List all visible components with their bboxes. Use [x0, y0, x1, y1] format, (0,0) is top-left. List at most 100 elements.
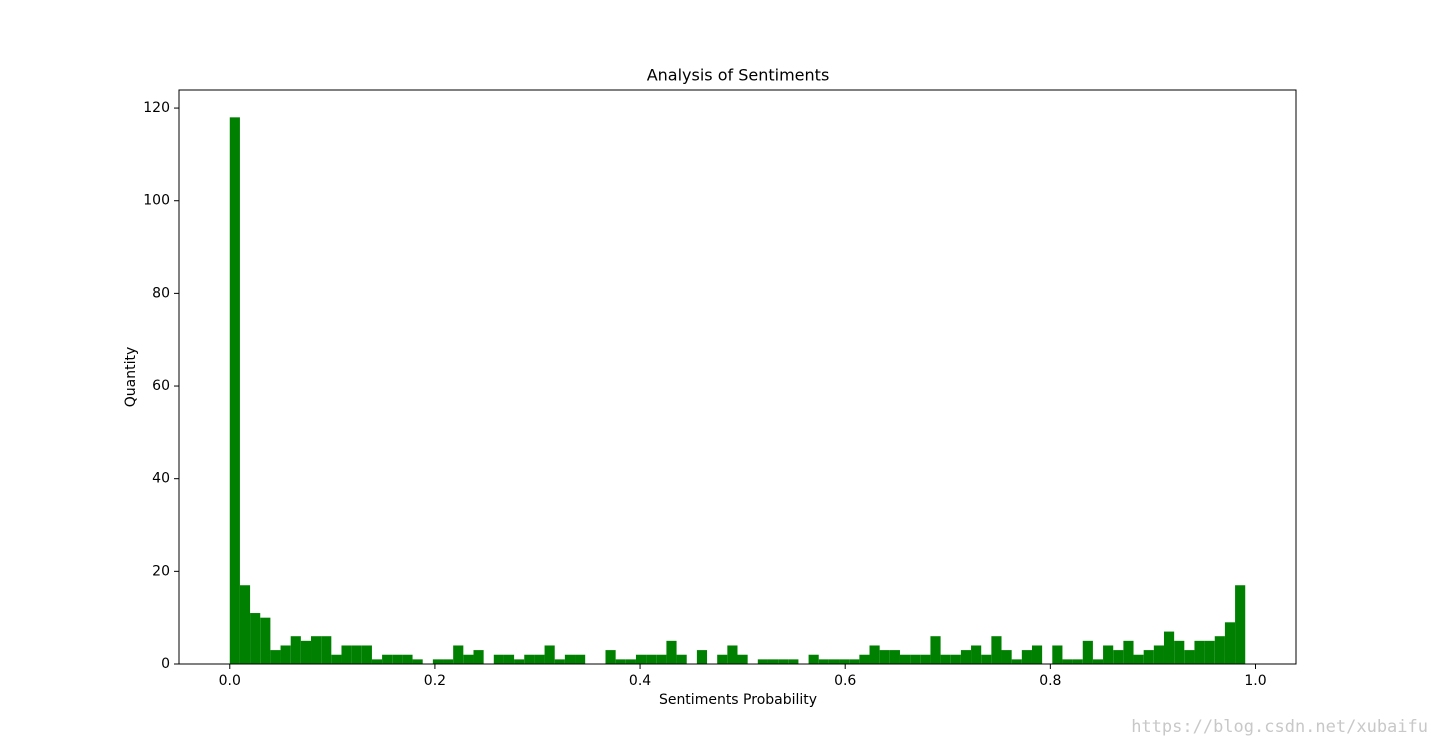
bar	[321, 636, 332, 664]
bar	[564, 654, 576, 664]
bar	[260, 617, 271, 664]
bar	[737, 654, 748, 664]
x-tick-label: 0.2	[424, 673, 446, 689]
x-tick-label: 0.0	[219, 673, 241, 689]
bar	[920, 654, 931, 664]
y-tick-label: 80	[152, 285, 170, 301]
bar	[250, 613, 261, 664]
bar	[463, 654, 474, 664]
bar	[991, 636, 1002, 664]
x-tick-label: 0.8	[1039, 673, 1061, 689]
chart-title: Analysis of Sentiments	[647, 66, 830, 85]
bar	[311, 636, 322, 664]
bar	[869, 645, 880, 664]
bar	[788, 659, 799, 664]
bar	[432, 659, 444, 664]
bar	[859, 654, 870, 664]
bar	[402, 654, 413, 664]
bar	[778, 659, 789, 664]
bar	[524, 654, 535, 664]
bar	[676, 654, 687, 664]
x-tick-label: 0.4	[629, 673, 651, 689]
bar	[1133, 654, 1144, 664]
bar	[940, 654, 951, 664]
bar	[727, 645, 738, 664]
plot-frame	[178, 89, 1297, 665]
bar	[1123, 640, 1134, 664]
bar	[1113, 650, 1124, 664]
watermark: https://blog.csdn.net/xubaifu	[1131, 717, 1428, 737]
bar	[849, 659, 860, 664]
bar	[625, 659, 636, 664]
bar	[1021, 650, 1032, 664]
bar	[554, 659, 565, 664]
y-tick-label: 100	[143, 193, 170, 209]
bar	[1204, 640, 1215, 664]
bar	[646, 654, 657, 664]
bar	[392, 654, 403, 664]
bar	[351, 645, 362, 664]
bar	[371, 659, 383, 664]
bar	[493, 654, 504, 664]
bar	[229, 117, 240, 665]
bar	[1103, 645, 1114, 664]
bar	[290, 636, 301, 664]
bar	[1224, 622, 1236, 664]
bar	[1052, 645, 1063, 664]
y-axis-label: Quantity	[123, 347, 139, 408]
bar	[808, 654, 819, 664]
y-tick-label: 120	[143, 100, 170, 116]
bar	[280, 645, 291, 664]
bar	[1143, 650, 1154, 664]
y-tick-label: 60	[152, 378, 170, 394]
bar	[575, 654, 586, 664]
bar	[1031, 645, 1043, 664]
bar	[757, 659, 768, 664]
bar	[1174, 640, 1185, 664]
x-tick-label: 0.6	[834, 673, 856, 689]
bar	[1184, 650, 1195, 664]
bar	[1062, 659, 1073, 664]
bar	[615, 659, 626, 664]
bar	[382, 654, 393, 664]
bar	[1214, 636, 1225, 664]
bar	[331, 654, 342, 664]
bar	[1001, 650, 1012, 664]
bar	[605, 650, 616, 664]
bar	[453, 645, 464, 664]
bar	[930, 636, 941, 664]
bar	[971, 645, 982, 664]
bar	[899, 654, 911, 664]
bar	[1011, 659, 1022, 664]
bar	[818, 659, 829, 664]
bar	[656, 654, 667, 664]
bar	[828, 659, 840, 664]
bar	[503, 654, 515, 664]
bar	[473, 650, 484, 664]
bar	[950, 654, 961, 664]
bar	[879, 650, 890, 664]
bar	[666, 640, 677, 664]
bar	[1194, 640, 1205, 664]
x-tick-label: 1.0	[1244, 673, 1266, 689]
bar	[239, 585, 251, 664]
bar	[361, 645, 372, 664]
y-tick-label: 40	[152, 471, 170, 487]
bar	[412, 659, 423, 664]
bar	[1153, 645, 1164, 664]
bar	[889, 650, 900, 664]
y-tick-label: 20	[152, 563, 170, 579]
bar	[1235, 585, 1246, 664]
bar	[544, 645, 555, 664]
bar	[514, 659, 525, 664]
bar	[1092, 659, 1104, 664]
bar	[696, 650, 708, 664]
y-tick-label: 0	[161, 656, 170, 672]
bar	[1163, 631, 1175, 664]
x-axis-label: Sentiments Probability	[659, 692, 817, 708]
bar	[839, 659, 850, 664]
bar	[960, 650, 972, 664]
bar	[341, 645, 352, 664]
